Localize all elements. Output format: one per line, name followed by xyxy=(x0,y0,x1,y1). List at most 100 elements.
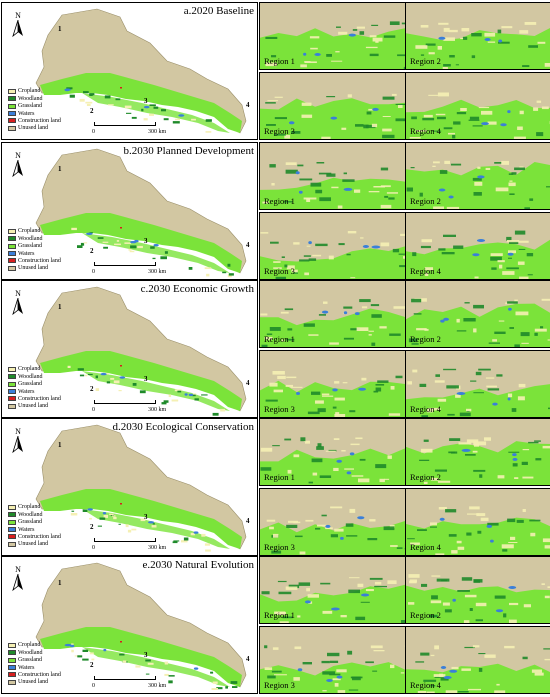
landcover-patch xyxy=(419,192,423,197)
landcover-patch xyxy=(265,62,277,67)
landcover-patch xyxy=(369,53,379,57)
landcover-patch xyxy=(304,61,317,63)
landcover-patch xyxy=(115,98,121,101)
landcover-patch xyxy=(382,96,395,100)
landcover-patch xyxy=(369,519,376,522)
landcover-patch xyxy=(531,669,542,673)
water-body xyxy=(486,524,493,528)
landcover-patch xyxy=(530,532,536,537)
landcover-patch xyxy=(274,96,283,98)
landcover-patch xyxy=(437,116,446,120)
landcover-patch xyxy=(456,540,462,544)
landcover-patch xyxy=(341,450,346,452)
landcover-patch xyxy=(319,197,331,202)
legend-label: Grassland xyxy=(18,657,42,664)
region-map-svg xyxy=(406,627,550,693)
landcover-patch xyxy=(70,513,78,516)
landcover-patch xyxy=(308,334,319,336)
landcover-patch xyxy=(466,439,479,443)
landcover-patch xyxy=(336,669,347,673)
landcover-patch xyxy=(452,134,456,139)
landcover-patch xyxy=(293,454,300,458)
province-map-svg xyxy=(35,562,247,690)
landcover-patch xyxy=(145,659,151,662)
landcover-patch xyxy=(320,582,331,585)
landcover-patch xyxy=(468,688,481,691)
landcover-patch xyxy=(291,131,301,134)
landcover-patch xyxy=(205,119,212,122)
landcover-patch xyxy=(426,409,434,413)
landcover-patch xyxy=(321,393,330,396)
legend-label: Waters xyxy=(18,388,35,395)
landcover-patch xyxy=(395,118,405,122)
landcover-patch xyxy=(297,615,301,618)
legend-swatch xyxy=(8,118,16,124)
landcover-patch xyxy=(322,395,334,397)
landcover-patch xyxy=(521,342,529,344)
landcover-patch xyxy=(481,110,493,115)
landcover-patch xyxy=(421,583,428,587)
legend-item: Grassland xyxy=(8,656,61,663)
landcover-patch xyxy=(429,614,438,618)
landcover-patch xyxy=(327,652,340,657)
landcover-patch xyxy=(368,108,374,111)
landcover-patch xyxy=(220,408,226,412)
landcover-patch xyxy=(201,394,208,396)
landcover-patch xyxy=(509,602,519,606)
landcover-patch xyxy=(472,450,478,453)
landcover-patch xyxy=(370,304,380,307)
landcover-patch xyxy=(346,535,358,537)
landcover-patch xyxy=(267,675,276,679)
landcover-patch xyxy=(431,477,439,481)
water-body xyxy=(336,675,343,679)
legend-item: Waters xyxy=(8,250,61,257)
landcover-patch xyxy=(424,328,429,331)
region-number-label: 1 xyxy=(58,165,62,173)
legend-label: Waters xyxy=(18,664,35,671)
landcover-patch xyxy=(318,314,326,316)
landcover-patch xyxy=(311,458,323,463)
landcover-patch xyxy=(309,36,320,39)
landcover-patch xyxy=(306,588,310,592)
landcover-patch xyxy=(399,265,405,268)
landcover-patch xyxy=(534,672,544,676)
region-label: Region 3 xyxy=(264,404,295,414)
landcover-patch xyxy=(356,327,369,331)
landcover-patch xyxy=(436,578,450,582)
landcover-patch xyxy=(390,545,398,547)
landcover-patch xyxy=(516,519,524,523)
landcover-patch xyxy=(449,55,455,58)
landcover-patch xyxy=(416,328,427,331)
landcover-patch xyxy=(398,104,403,108)
region-number-label: 1 xyxy=(58,303,62,311)
landcover-patch xyxy=(409,579,417,583)
landcover-patch xyxy=(456,318,460,323)
landcover-patch xyxy=(286,265,295,270)
legend-label: Unused land xyxy=(18,125,49,132)
landcover-patch xyxy=(338,243,345,246)
landcover-patch xyxy=(388,197,395,200)
legend-item: Cropland xyxy=(8,88,61,95)
water-body xyxy=(87,508,93,511)
region-map-svg xyxy=(406,557,550,623)
landcover-patch xyxy=(326,54,332,57)
landcover-patch xyxy=(261,591,270,595)
landcover-patch xyxy=(437,398,447,402)
landcover-patch xyxy=(480,517,489,522)
landcover-patch xyxy=(113,380,120,384)
landcover-patch xyxy=(484,32,496,37)
water-body xyxy=(336,459,342,463)
landcover-patch xyxy=(435,113,446,116)
landcover-patch xyxy=(211,688,218,690)
landcover-patch xyxy=(271,670,282,673)
landcover-patch xyxy=(382,116,391,117)
landcover-patch xyxy=(328,255,334,260)
landcover-patch xyxy=(498,320,505,322)
landcover-patch xyxy=(295,535,303,538)
landcover-patch xyxy=(477,166,481,169)
landcover-patch xyxy=(375,40,379,43)
landcover-patch xyxy=(547,339,550,341)
landcover-patch xyxy=(401,620,405,623)
landcover-patch xyxy=(437,92,449,97)
legend: Cropland Woodland Grassland Waters Construct… xyxy=(8,366,61,410)
